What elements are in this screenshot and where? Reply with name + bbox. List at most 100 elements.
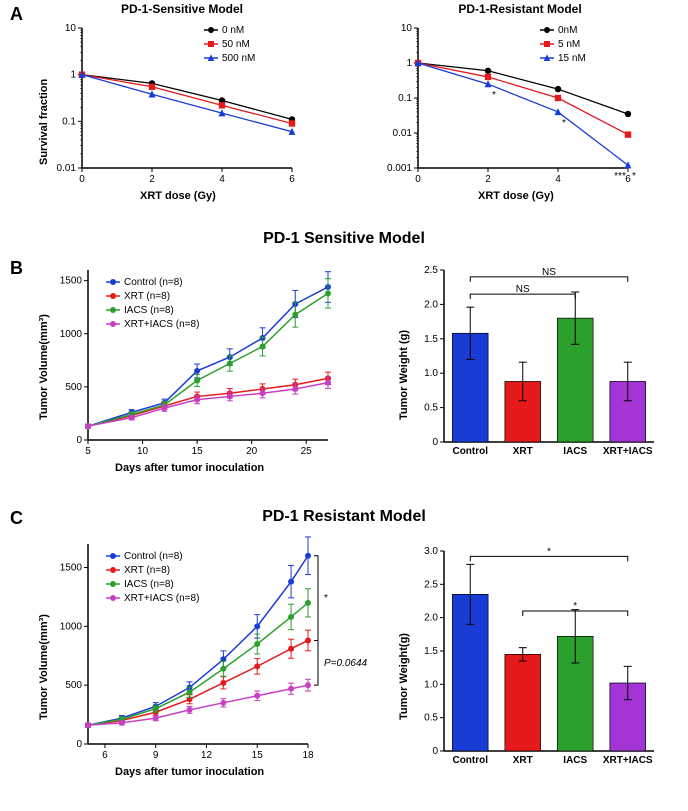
- svg-text:XRT: XRT: [513, 446, 533, 457]
- svg-text:IACS: IACS: [563, 446, 587, 457]
- svg-text:XRT+IACS (n=8): XRT+IACS (n=8): [124, 593, 199, 604]
- svg-text:1: 1: [70, 70, 76, 81]
- svg-text:2: 2: [485, 174, 491, 185]
- chart-a-right-xlabel: XRT dose (Gy): [478, 190, 554, 202]
- svg-text:*: *: [632, 171, 636, 182]
- svg-text:IACS (n=8): IACS (n=8): [124, 579, 174, 590]
- svg-text:0.1: 0.1: [62, 116, 76, 127]
- chart-a-left-title: PD-1-Sensitive Model: [52, 2, 312, 16]
- svg-text:0: 0: [415, 174, 421, 185]
- svg-text:*: *: [547, 546, 551, 557]
- svg-text:*: *: [492, 90, 496, 101]
- svg-text:IACS (n=8): IACS (n=8): [124, 305, 174, 316]
- svg-text:10: 10: [137, 446, 149, 457]
- svg-text:12: 12: [201, 750, 213, 761]
- svg-text:1000: 1000: [60, 329, 83, 340]
- svg-text:*: *: [324, 593, 328, 604]
- svg-text:***: ***: [614, 171, 626, 182]
- svg-text:XRT: XRT: [513, 755, 533, 766]
- svg-text:0.01: 0.01: [393, 128, 413, 139]
- chart-b-bars-ylabel: Tumor Weight (g): [398, 330, 410, 420]
- svg-text:15: 15: [252, 750, 264, 761]
- svg-text:6: 6: [625, 174, 631, 185]
- svg-text:4: 4: [219, 174, 225, 185]
- svg-text:1.0: 1.0: [424, 368, 438, 379]
- svg-text:0: 0: [432, 437, 438, 448]
- svg-text:15 nM: 15 nM: [558, 53, 586, 64]
- svg-text:20: 20: [246, 446, 258, 457]
- svg-text:4: 4: [555, 174, 561, 185]
- svg-text:1.5: 1.5: [424, 334, 438, 345]
- chart-c-growth-ylabel: Tumor Volume(mm³): [38, 614, 50, 720]
- svg-text:*: *: [573, 601, 577, 612]
- svg-text:XRT+IACS (n=8): XRT+IACS (n=8): [124, 319, 199, 330]
- svg-text:0 nM: 0 nM: [222, 25, 244, 36]
- section-title-sensitive: PD-1 Sensitive Model: [0, 230, 688, 248]
- svg-text:1000: 1000: [60, 621, 83, 632]
- svg-text:9: 9: [153, 750, 159, 761]
- svg-text:XRT (n=8): XRT (n=8): [124, 291, 170, 302]
- svg-text:500 nM: 500 nM: [222, 53, 255, 64]
- svg-text:1.5: 1.5: [424, 646, 438, 657]
- chart-a-left-ylabel: Survival fraction: [38, 79, 50, 165]
- chart-b-growth-ylabel: Tumor Volume(mm³): [38, 314, 50, 420]
- chart-a-left: 0.01 0.1 1 10 0 2 4 6 0 nM 50 nM 500 nM: [40, 18, 330, 198]
- svg-text:10: 10: [65, 23, 77, 34]
- svg-text:6: 6: [289, 174, 295, 185]
- svg-text:XRT+IACS: XRT+IACS: [603, 755, 653, 766]
- chart-b-bars: 0 0.5 1.0 1.5 2.0 2.5 Control XRT IACS XRT+IACS NS…: [400, 264, 678, 474]
- svg-text:0.001: 0.001: [387, 163, 412, 174]
- svg-text:Control: Control: [452, 755, 488, 766]
- svg-text:0nM: 0nM: [558, 25, 577, 36]
- svg-text:IACS: IACS: [563, 755, 587, 766]
- chart-c-growth-xlabel: Days after tumor inoculation: [115, 766, 264, 778]
- svg-text:0.5: 0.5: [424, 713, 438, 724]
- svg-text:2.0: 2.0: [424, 299, 438, 310]
- svg-text:P=0.0644: P=0.0644: [324, 658, 368, 669]
- svg-text:NS: NS: [516, 284, 530, 295]
- svg-text:10: 10: [401, 23, 413, 34]
- svg-text:XRT+IACS: XRT+IACS: [603, 446, 653, 457]
- svg-text:NS: NS: [542, 267, 556, 278]
- svg-text:500: 500: [65, 680, 82, 691]
- svg-text:0: 0: [76, 435, 82, 446]
- svg-text:2.5: 2.5: [424, 265, 438, 276]
- svg-text:5 nM: 5 nM: [558, 39, 580, 50]
- svg-text:*: *: [562, 118, 566, 129]
- panel-letter-b: B: [10, 258, 23, 279]
- chart-a-right: 0.0010.010.111002460nM5 nM15 nM******: [370, 18, 670, 198]
- svg-text:1500: 1500: [60, 563, 83, 574]
- svg-text:500: 500: [65, 382, 82, 393]
- chart-c-bars: 0 0.5 1.0 1.5 2.0 2.5 3.0 Control XRT IACS XRT+IAC…: [400, 545, 678, 785]
- chart-a-left-xlabel: XRT dose (Gy): [140, 190, 216, 202]
- chart-a-right-title: PD-1-Resistant Model: [390, 2, 650, 16]
- svg-text:0.5: 0.5: [424, 403, 438, 414]
- svg-text:2.5: 2.5: [424, 579, 438, 590]
- chart-b-growth: 0 500 1000 1500 5 10 15 20 25 Control (n=8) XRT (n…: [40, 264, 370, 464]
- svg-text:2.0: 2.0: [424, 613, 438, 624]
- svg-text:18: 18: [302, 750, 314, 761]
- svg-text:15: 15: [192, 446, 204, 457]
- svg-text:1500: 1500: [60, 276, 83, 287]
- svg-text:0.1: 0.1: [398, 93, 412, 104]
- svg-text:2: 2: [149, 174, 155, 185]
- svg-text:0: 0: [79, 174, 85, 185]
- section-title-resistant: PD-1 Resistant Model: [0, 508, 688, 526]
- svg-text:Control (n=8): Control (n=8): [124, 551, 183, 562]
- svg-text:3.0: 3.0: [424, 546, 438, 557]
- svg-text:Control: Control: [452, 446, 488, 457]
- svg-text:5: 5: [85, 446, 91, 457]
- svg-text:50 nM: 50 nM: [222, 39, 250, 50]
- svg-text:1.0: 1.0: [424, 679, 438, 690]
- svg-text:0: 0: [432, 746, 438, 757]
- chart-c-bars-ylabel: Tumor Weight(g): [398, 633, 410, 720]
- svg-text:6: 6: [102, 750, 108, 761]
- chart-c-growth: 0 500 1000 1500 6 9 12 15 18 Control (n=8) XRT (n=…: [40, 538, 370, 768]
- svg-text:0.01: 0.01: [57, 163, 77, 174]
- svg-text:25: 25: [301, 446, 313, 457]
- svg-text:XRT (n=8): XRT (n=8): [124, 565, 170, 576]
- svg-text:Control (n=8): Control (n=8): [124, 277, 183, 288]
- panel-letter-a: A: [10, 4, 23, 25]
- svg-text:1: 1: [406, 58, 412, 69]
- svg-text:0: 0: [76, 739, 82, 750]
